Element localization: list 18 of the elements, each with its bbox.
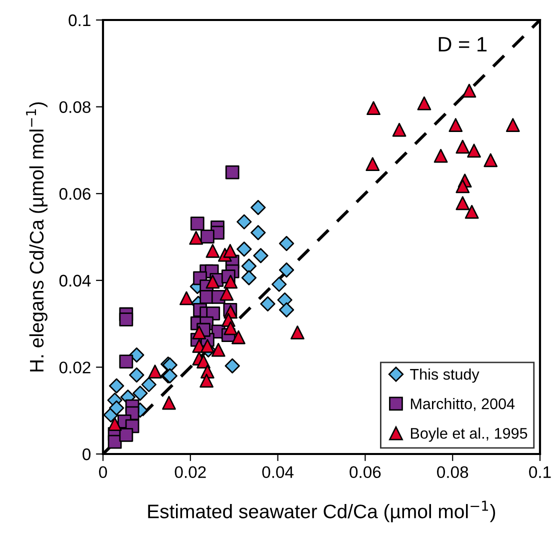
x-tick-label: 0.02 — [174, 466, 206, 478]
y-axis-title: H. elegans Cd/Ca (µmol mol$^{−1}$) — [26, 102, 48, 372]
annotation: D = 1 — [438, 37, 487, 52]
y-tick-label: 0.08 — [59, 101, 90, 114]
legend-label: Marchitto, 2004 — [410, 398, 515, 412]
x-tick-label: 0.04 — [262, 466, 294, 478]
legend-label: This study — [410, 368, 480, 383]
x-tick-label: 0.1 — [529, 466, 551, 478]
y-tick-label: 0.1 — [68, 14, 90, 26]
y-tick-label: 0.04 — [59, 274, 91, 287]
x-tick-label: 0.08 — [437, 466, 468, 478]
legend-label: Boyle et al., 1995 — [410, 428, 528, 442]
x-axis-title: Estimated seawater Cd/Ca (µmol mol$^{−1}$) — [148, 500, 496, 522]
y-tick-label: 0.06 — [59, 188, 90, 200]
x-tick-label: 0 — [99, 466, 107, 478]
y-tick-label: 0 — [82, 448, 91, 460]
y-tick-label: 0.02 — [59, 362, 90, 374]
x-tick-label: 0.06 — [350, 466, 381, 478]
